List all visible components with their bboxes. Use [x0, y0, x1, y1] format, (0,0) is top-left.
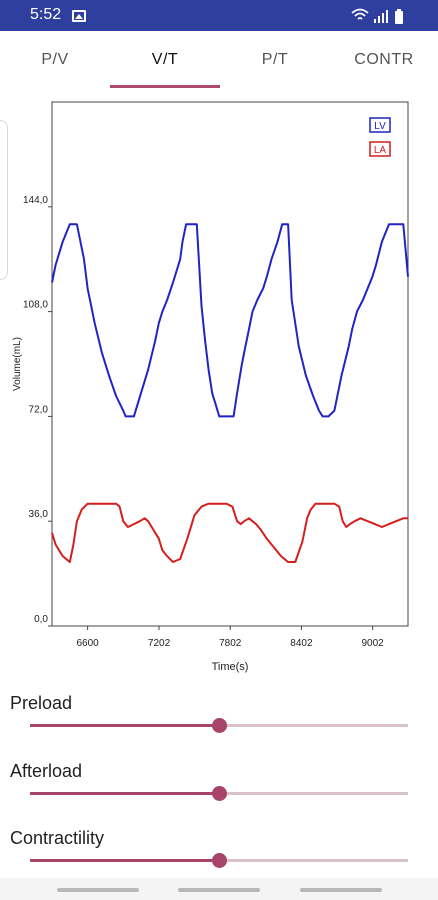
signal-icon	[374, 10, 388, 23]
system-nav-bar	[0, 878, 438, 900]
y-tick-label: 108,0	[23, 300, 48, 311]
x-axis-label: Time(s)	[212, 661, 249, 673]
nav-recents-button[interactable]	[300, 888, 382, 892]
x-tick-label: 7802	[219, 638, 242, 649]
volume-time-chart: 0,0 36,0 72,0 108,0 144,0 6600 7202 7802 8402 90…	[0, 90, 438, 690]
nav-back-button[interactable]	[57, 888, 139, 892]
x-tick-label: 6600	[76, 638, 99, 649]
x-tick-label: 9002	[362, 638, 385, 649]
tab-contr[interactable]: CONTR	[354, 51, 414, 68]
y-tick-label: 36,0	[29, 509, 49, 520]
legend-box-lv	[369, 117, 391, 133]
chart-legend: LV LA	[369, 117, 391, 157]
y-tick-label: 144,0	[23, 195, 48, 206]
legend-label-la: LA	[374, 145, 387, 156]
x-tick-label: 8402	[290, 638, 313, 649]
image-icon	[72, 10, 86, 22]
tab-vt[interactable]: V/T	[151, 51, 179, 68]
afterload-slider-fill	[30, 792, 219, 795]
preload-slider-fill	[30, 724, 219, 727]
nav-home-button[interactable]	[178, 888, 260, 892]
wifi-icon	[351, 8, 369, 20]
status-time: 5:52	[30, 6, 62, 23]
y-tick-label: 72,0	[29, 404, 49, 415]
series-line-lv	[51, 223, 409, 418]
tab-pv[interactable]: P/V	[41, 51, 69, 68]
tab-pt[interactable]: P/T	[261, 51, 289, 68]
status-icons	[351, 8, 403, 24]
chart-svg: 0,0 36,0 72,0 108,0 144,0 6600 7202 7802 8402 90…	[12, 101, 409, 673]
afterload-label: Afterload	[10, 761, 83, 781]
y-tick-label: 0,0	[34, 614, 48, 625]
preload-label: Preload	[10, 693, 73, 713]
legend-label-lv: LV	[374, 121, 386, 132]
afterload-slider[interactable]	[30, 786, 408, 801]
afterload-slider-thumb[interactable]	[212, 786, 227, 801]
y-axis-label: Volume(mL)	[12, 337, 23, 391]
tab-bar: P/V V/T P/T CONTR	[0, 31, 438, 89]
preload-slider-thumb[interactable]	[212, 718, 227, 733]
active-tab-indicator	[110, 85, 220, 88]
contractility-slider-fill	[30, 859, 219, 862]
legend-box-la	[369, 141, 391, 157]
contractility-label: Contractility	[10, 828, 105, 848]
series-line-la	[51, 502, 408, 563]
contractility-slider-thumb[interactable]	[212, 853, 227, 868]
contractility-slider[interactable]	[30, 853, 408, 868]
status-bar: 5:52	[0, 0, 438, 31]
preload-slider[interactable]	[30, 718, 408, 733]
battery-icon	[395, 9, 403, 24]
x-tick-label: 7202	[148, 638, 171, 649]
